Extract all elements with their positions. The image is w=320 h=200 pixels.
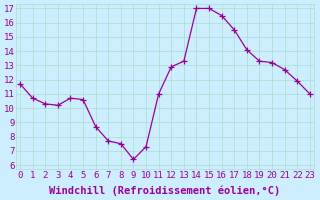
X-axis label: Windchill (Refroidissement éolien,°C): Windchill (Refroidissement éolien,°C) <box>49 185 281 196</box>
